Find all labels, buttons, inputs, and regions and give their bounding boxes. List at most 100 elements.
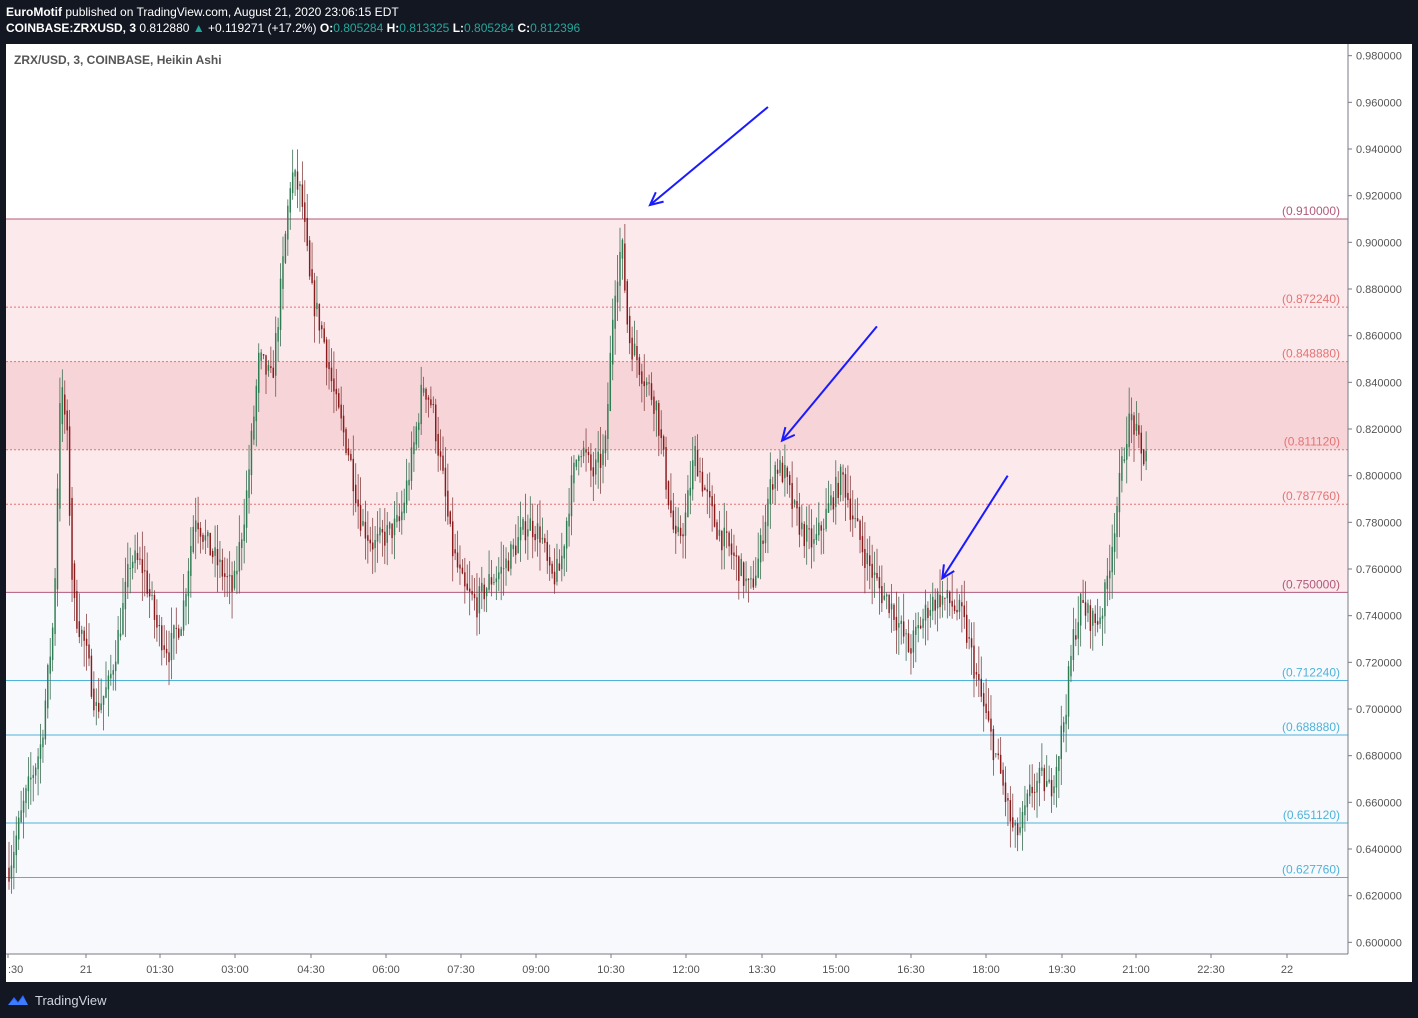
y-tick-label-6: 0.720000: [1356, 657, 1402, 669]
candle-body-323: [791, 483, 793, 509]
candle-body-24: [66, 410, 68, 431]
candle-body-205: [505, 558, 507, 569]
author-name[interactable]: EuroMotif: [6, 5, 62, 19]
chart-header: EuroMotif published on TradingView.com, …: [6, 4, 580, 36]
candle-body-364: [890, 603, 893, 610]
candle-body-216: [531, 520, 534, 538]
candle-body-81: [204, 535, 207, 541]
y-tick-label-12: 0.840000: [1356, 377, 1402, 389]
chart-panel[interactable]: (0.910000) (0.872240) (0.848880) (0.811120)…: [6, 44, 1412, 982]
candle-body-79: [199, 527, 202, 537]
level-label-7: (0.688880): [1282, 720, 1340, 734]
candle-body-411: [1004, 782, 1007, 802]
candle-body-416: [1016, 823, 1019, 836]
y-tick-label-5: 0.700000: [1356, 704, 1402, 716]
candle-body-357: [873, 572, 876, 575]
candle-body-128: [318, 304, 321, 331]
chart-title: ZRX/USD, 3, COINBASE, Heikin Ashi: [14, 53, 222, 67]
footer-brand[interactable]: TradingView: [35, 992, 107, 1008]
candle-body-279: [684, 512, 687, 536]
candle-body-337: [825, 508, 827, 529]
level-label-5: (0.750000): [1282, 577, 1340, 591]
triangle-up-icon: ▲: [192, 21, 205, 35]
candle-body-23: [64, 394, 66, 415]
candle-body-456: [1113, 533, 1116, 552]
candle-body-30: [81, 629, 83, 634]
candle-body-348: [852, 515, 854, 520]
candle-body-360: [881, 586, 883, 604]
candle-body-285: [699, 471, 701, 473]
candle-body-230: [565, 520, 568, 549]
candle-body-403: [985, 703, 987, 714]
candle-body-170: [420, 384, 422, 425]
candle-body-286: [701, 471, 704, 492]
candle-body-180: [444, 467, 447, 497]
candle-body-465: [1135, 423, 1138, 431]
candle-body-259: [636, 345, 638, 361]
candle-body-1: [10, 865, 13, 879]
candle-body-381: [932, 596, 934, 612]
candle-body-347: [849, 498, 852, 520]
annotation-arrow-2: [941, 475, 1009, 579]
candle-body-441: [1077, 622, 1079, 639]
candle-body-134: [333, 378, 335, 392]
tradingview-logo-icon[interactable]: [6, 992, 30, 1008]
candle-body-353: [864, 548, 866, 568]
candle-body-283: [694, 445, 696, 467]
candle-body-5: [20, 810, 22, 822]
candle-body-98: [245, 490, 248, 528]
candle-body-67: [170, 633, 173, 661]
candle-body-83: [209, 532, 211, 556]
candle-body-57: [146, 570, 148, 594]
candle-body-142: [352, 458, 355, 492]
price-chart[interactable]: (0.910000) (0.872240) (0.848880) (0.811120)…: [6, 44, 1412, 982]
candle-body-179: [442, 455, 444, 471]
candle-body-90: [226, 576, 228, 578]
candle-body-60: [153, 594, 156, 620]
candle-body-233: [573, 462, 575, 484]
candle-body-380: [929, 609, 932, 616]
candle-body-8: [27, 776, 30, 792]
candle-body-106: [265, 355, 267, 375]
candle-body-93: [233, 570, 236, 589]
candle-body-14: [42, 737, 44, 748]
candle-body-111: [277, 327, 279, 342]
candle-body-250: [614, 295, 616, 329]
close-value: 0.812396: [530, 21, 581, 35]
low-label: L:: [452, 21, 465, 35]
candle-body-326: [798, 506, 801, 535]
candle-body-253: [621, 239, 624, 259]
candle-body-209: [515, 545, 517, 556]
candle-body-52: [134, 550, 136, 564]
x-tick-label-2: 01:30: [146, 964, 174, 976]
candle-body-13: [39, 744, 42, 759]
candle-body-433: [1058, 756, 1060, 772]
candle-body-258: [633, 343, 636, 356]
candle-body-21: [59, 403, 61, 509]
candle-body-19: [54, 578, 56, 635]
candle-body-18: [51, 627, 54, 661]
last-price: 0.812880: [139, 21, 190, 35]
candle-body-201: [495, 578, 498, 583]
publisher-line: EuroMotif published on TradingView.com, …: [6, 4, 580, 20]
candle-body-252: [619, 251, 621, 286]
candle-body-77: [194, 520, 197, 532]
candle-body-145: [359, 505, 362, 531]
annotation-arrowhead-2: [941, 564, 955, 581]
candle-body-308: [755, 575, 757, 586]
candle-body-204: [502, 568, 505, 570]
candle-body-112: [279, 278, 282, 330]
candle-body-56: [144, 570, 146, 572]
candle-body-36: [95, 702, 98, 706]
candle-body-184: [454, 549, 456, 554]
candle-body-425: [1038, 767, 1041, 784]
candle-body-405: [990, 718, 992, 732]
candle-body-248: [609, 352, 612, 412]
candle-body-133: [330, 367, 333, 382]
candle-body-373: [912, 630, 915, 653]
candle-body-168: [415, 426, 418, 445]
candle-body-325: [796, 500, 798, 509]
candle-body-107: [267, 365, 270, 371]
candle-body-206: [507, 560, 510, 571]
candle-body-335: [820, 525, 822, 531]
